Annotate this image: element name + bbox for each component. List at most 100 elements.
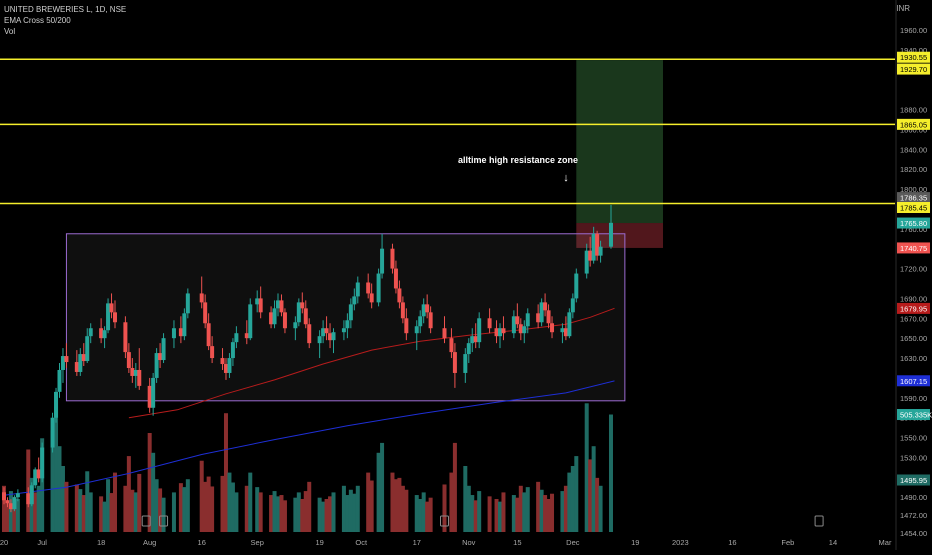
symbol-title[interactable]: UNITED BREWERIES L, 1D, NSE: [4, 5, 127, 14]
volume-bar: [366, 472, 371, 532]
y-tick-label: 1860.00: [900, 125, 927, 134]
price-label-text: 505.335K: [900, 411, 932, 420]
y-tick-label: 1800.00: [900, 185, 927, 194]
volume-bar: [376, 452, 381, 532]
resistance-lines-layer: [0, 58, 895, 205]
volume-bar: [293, 497, 298, 532]
candle-body: [511, 316, 516, 334]
candle-body: [272, 308, 277, 325]
event-marker-icon: [814, 515, 824, 527]
x-tick-label: Aug: [143, 538, 156, 547]
candle-body: [421, 304, 426, 317]
volume-bar: [324, 499, 329, 532]
volume-bar: [15, 499, 20, 532]
candle-body: [369, 293, 374, 303]
candle-body: [466, 343, 471, 355]
candle-body: [341, 328, 346, 333]
candle-body: [463, 354, 468, 373]
candle-body: [428, 312, 433, 329]
volume-bar: [258, 492, 263, 532]
candle-body: [60, 356, 65, 370]
candle-body: [497, 328, 502, 337]
candle-body: [536, 313, 541, 323]
volume-bar: [272, 491, 277, 532]
candle-body: [112, 312, 117, 323]
price-label-text: 1679.95: [900, 304, 927, 313]
volume-bar: [473, 500, 478, 532]
candle-body: [501, 328, 506, 334]
volume-bar: [151, 452, 156, 532]
x-tick-label: 15: [513, 538, 521, 547]
x-tick-label: 16: [728, 538, 736, 547]
volume-bar: [5, 500, 10, 532]
candle-body: [366, 282, 371, 294]
volume-bar: [130, 489, 135, 532]
price-label-bg: [897, 375, 930, 387]
event-marker-icon: [141, 515, 151, 527]
annotation-arrow-icon: ↓: [563, 172, 569, 184]
volume-bar: [123, 485, 128, 532]
volume-bar: [487, 496, 492, 532]
candle-body: [331, 332, 336, 341]
candle-body: [26, 493, 31, 505]
candle-body: [54, 391, 59, 418]
x-tick-label: 2023: [672, 538, 689, 547]
volume-bar: [546, 499, 551, 532]
volume-bar: [227, 472, 232, 532]
candle-body: [269, 312, 274, 325]
candle-body: [50, 417, 55, 448]
volume-layer: [2, 403, 613, 532]
indicator-volume[interactable]: Vol: [4, 27, 16, 36]
candle-body: [307, 324, 312, 344]
candle-body: [487, 318, 492, 329]
volume-bar: [203, 481, 208, 532]
y-tick-label: 1670.00: [900, 314, 927, 323]
volume-bar: [282, 500, 287, 532]
candle-body: [567, 312, 572, 337]
y-tick-label: 1760.00: [900, 225, 927, 234]
volume-bar: [161, 497, 166, 532]
volume-bar: [210, 486, 215, 532]
candle-body: [276, 300, 281, 309]
volume-bar: [33, 492, 38, 532]
candle-body: [85, 336, 90, 362]
candle-body: [5, 500, 10, 504]
annotation-text: alltime high resistance zone: [458, 155, 578, 165]
indicator-ema-cross[interactable]: EMA Cross 50/200: [4, 16, 71, 25]
candle-body: [158, 353, 163, 361]
x-tick-label: 16: [198, 538, 206, 547]
x-tick-label: Sep: [251, 538, 264, 547]
x-tick-label: 18: [97, 538, 105, 547]
volume-bar: [12, 497, 17, 532]
volume-bar: [570, 466, 575, 532]
candle-body: [303, 308, 308, 325]
price-label-bg: [897, 118, 930, 130]
candle-body: [473, 336, 478, 343]
price-label-bg: [897, 63, 930, 75]
candles-layer: [2, 204, 613, 513]
volume-bar: [418, 499, 423, 532]
y-tick-label: 1454.00: [900, 529, 927, 538]
candle-body: [2, 492, 6, 501]
candle-body: [81, 354, 86, 362]
candle-body: [74, 362, 79, 372]
price-label-bg: [897, 242, 930, 254]
volume-bar: [244, 485, 249, 532]
price-label-text: 1785.45: [900, 203, 927, 212]
y-tick-label: 1690.00: [900, 294, 927, 303]
candle-body: [390, 248, 395, 269]
candle-body: [352, 296, 357, 305]
candle-body: [258, 298, 263, 313]
volume-bar: [348, 489, 353, 532]
volume-bar: [99, 496, 104, 532]
volume-bar: [109, 493, 114, 532]
annotation-layer: alltime high resistance zone ↓: [458, 155, 578, 184]
candle-body: [522, 326, 527, 334]
volume-bar: [525, 487, 530, 532]
stop-zone: [576, 223, 664, 248]
y-tick-label: 1940.00: [900, 46, 927, 55]
volume-bar: [296, 492, 301, 532]
candle-body: [178, 328, 183, 337]
volume-bar: [276, 496, 281, 532]
